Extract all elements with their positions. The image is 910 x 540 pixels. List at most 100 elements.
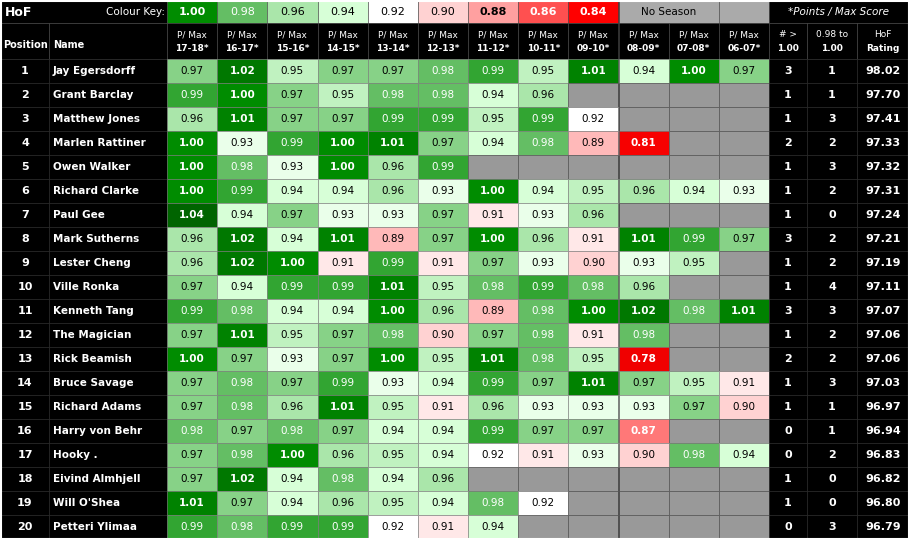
Bar [418, 83, 468, 107]
Text: Paul Gee: Paul Gee [53, 210, 105, 220]
Bar [719, 275, 769, 299]
Bar [418, 203, 468, 227]
Bar [217, 59, 268, 83]
Bar [1, 23, 49, 59]
Text: 3: 3 [828, 306, 835, 316]
Bar [669, 395, 719, 419]
Bar [268, 299, 318, 323]
Text: 0.96: 0.96 [632, 186, 655, 196]
Bar [857, 23, 909, 59]
Bar [318, 443, 368, 467]
Text: 0.95: 0.95 [281, 66, 304, 76]
Text: 14-15*: 14-15* [326, 44, 359, 53]
Text: 1.01: 1.01 [329, 402, 356, 412]
Text: 0.99: 0.99 [531, 282, 555, 292]
Text: 13: 13 [17, 354, 33, 364]
Bar [418, 59, 468, 83]
Bar [217, 275, 268, 299]
Bar [49, 131, 167, 155]
Bar [669, 107, 719, 131]
Bar [807, 83, 857, 107]
Text: 0.93: 0.93 [281, 354, 304, 364]
Bar [217, 347, 268, 371]
Text: # >: # > [779, 30, 797, 39]
Bar [217, 251, 268, 275]
Text: Hooky .: Hooky . [53, 450, 97, 460]
Bar [49, 227, 167, 251]
Bar [857, 83, 909, 107]
Text: 2: 2 [784, 354, 792, 364]
Bar [669, 251, 719, 275]
Bar [167, 467, 217, 491]
Bar [167, 371, 217, 395]
Bar [807, 467, 857, 491]
Bar [669, 443, 719, 467]
Text: 2: 2 [828, 258, 836, 268]
Text: 0: 0 [828, 474, 835, 484]
Text: 1: 1 [784, 330, 792, 340]
Text: 1.01: 1.01 [480, 354, 506, 364]
Text: 0.98: 0.98 [180, 426, 204, 436]
Bar [769, 23, 807, 59]
Bar [468, 515, 518, 539]
Text: 0.96: 0.96 [531, 234, 555, 244]
Bar [418, 467, 468, 491]
Bar [49, 515, 167, 539]
Text: 0.90: 0.90 [632, 450, 655, 460]
Bar [167, 491, 217, 515]
Bar [217, 443, 268, 467]
Text: 0.84: 0.84 [580, 7, 607, 17]
Bar [268, 395, 318, 419]
Text: 0.99: 0.99 [180, 306, 204, 316]
Text: 2: 2 [21, 90, 29, 100]
Bar [318, 251, 368, 275]
Bar [569, 107, 619, 131]
Text: 0.97: 0.97 [281, 378, 304, 388]
Bar [569, 59, 619, 83]
Text: 10: 10 [17, 282, 33, 292]
Bar [1, 251, 49, 275]
Text: P/ Max: P/ Max [278, 30, 308, 39]
Text: 0.96: 0.96 [531, 90, 555, 100]
Bar [268, 251, 318, 275]
Text: P/ Max: P/ Max [228, 30, 258, 39]
Text: 97.06: 97.06 [865, 354, 901, 364]
Text: 96.94: 96.94 [865, 426, 901, 436]
Text: Petteri Ylimaa: Petteri Ylimaa [53, 522, 137, 532]
Text: 0.78: 0.78 [631, 354, 656, 364]
Bar [318, 419, 368, 443]
Bar [217, 491, 268, 515]
Bar [418, 1, 468, 23]
Bar [217, 203, 268, 227]
Text: 0.95: 0.95 [381, 450, 404, 460]
Bar [167, 347, 217, 371]
Bar [719, 491, 769, 515]
Bar [857, 203, 909, 227]
Bar [769, 275, 807, 299]
Bar [167, 59, 217, 83]
Text: 0.98: 0.98 [331, 474, 354, 484]
Text: 97.24: 97.24 [865, 210, 901, 220]
Text: 14: 14 [17, 378, 33, 388]
Text: 0.99: 0.99 [180, 522, 204, 532]
Text: 0.96: 0.96 [581, 210, 605, 220]
Text: Lester Cheng: Lester Cheng [53, 258, 131, 268]
Bar [418, 515, 468, 539]
Text: 0.99: 0.99 [281, 522, 304, 532]
Text: 0.89: 0.89 [381, 234, 404, 244]
Bar [569, 83, 619, 107]
Text: 1.01: 1.01 [379, 282, 406, 292]
Bar [719, 395, 769, 419]
Text: 0.94: 0.94 [281, 474, 304, 484]
Bar [719, 23, 769, 59]
Bar [167, 515, 217, 539]
Text: 1.01: 1.01 [229, 330, 255, 340]
Bar [619, 155, 669, 179]
Bar [857, 395, 909, 419]
Bar [217, 179, 268, 203]
Bar [669, 467, 719, 491]
Bar [569, 491, 619, 515]
Text: 0.96: 0.96 [281, 402, 304, 412]
Bar [669, 23, 719, 59]
Bar [669, 491, 719, 515]
